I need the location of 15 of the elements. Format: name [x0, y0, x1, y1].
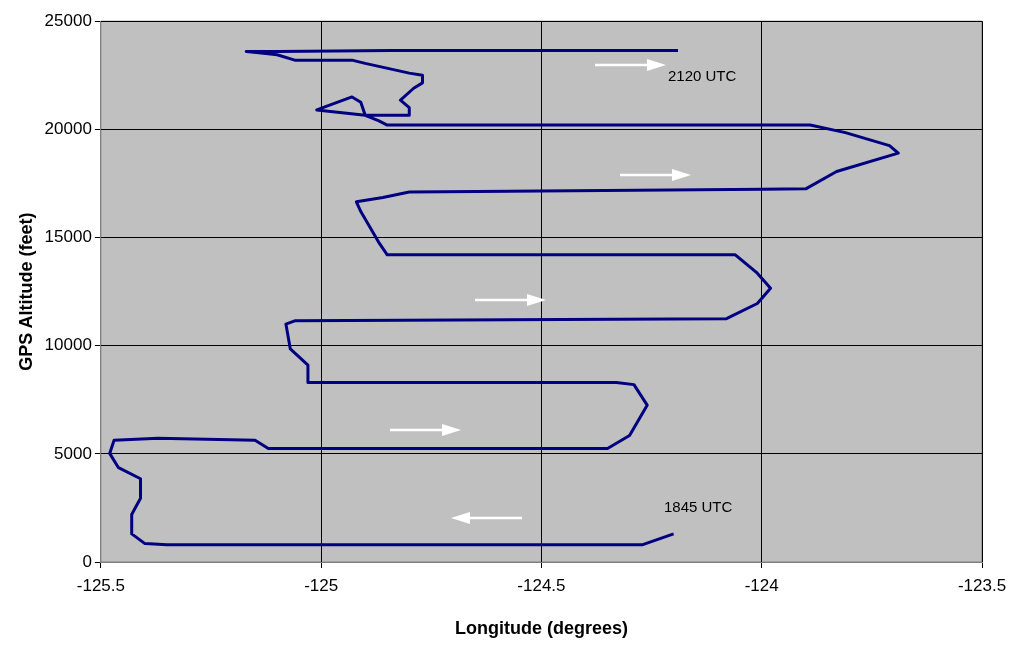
- y-tick-label: 20000: [44, 119, 92, 139]
- y-tick-label: 5000: [54, 443, 92, 463]
- y-tick-label: 15000: [44, 227, 92, 247]
- annotation: 1845 UTC: [664, 498, 733, 515]
- y-tick-label: 10000: [44, 335, 92, 355]
- x-tick-label: -125: [304, 575, 339, 595]
- annotation: 2120 UTC: [668, 67, 737, 84]
- y-axis-title: GPS Altitude (feet): [15, 212, 36, 371]
- x-axis-title: Longitude (degrees): [454, 618, 628, 639]
- x-tick-label: -124: [744, 575, 779, 595]
- y-tick-label: 0: [82, 551, 92, 571]
- x-tick-label: -123.5: [957, 575, 1007, 595]
- x-tick-label: -125.5: [76, 575, 125, 595]
- x-tick-label: -124.5: [517, 575, 566, 595]
- y-tick-label: 25000: [44, 10, 92, 30]
